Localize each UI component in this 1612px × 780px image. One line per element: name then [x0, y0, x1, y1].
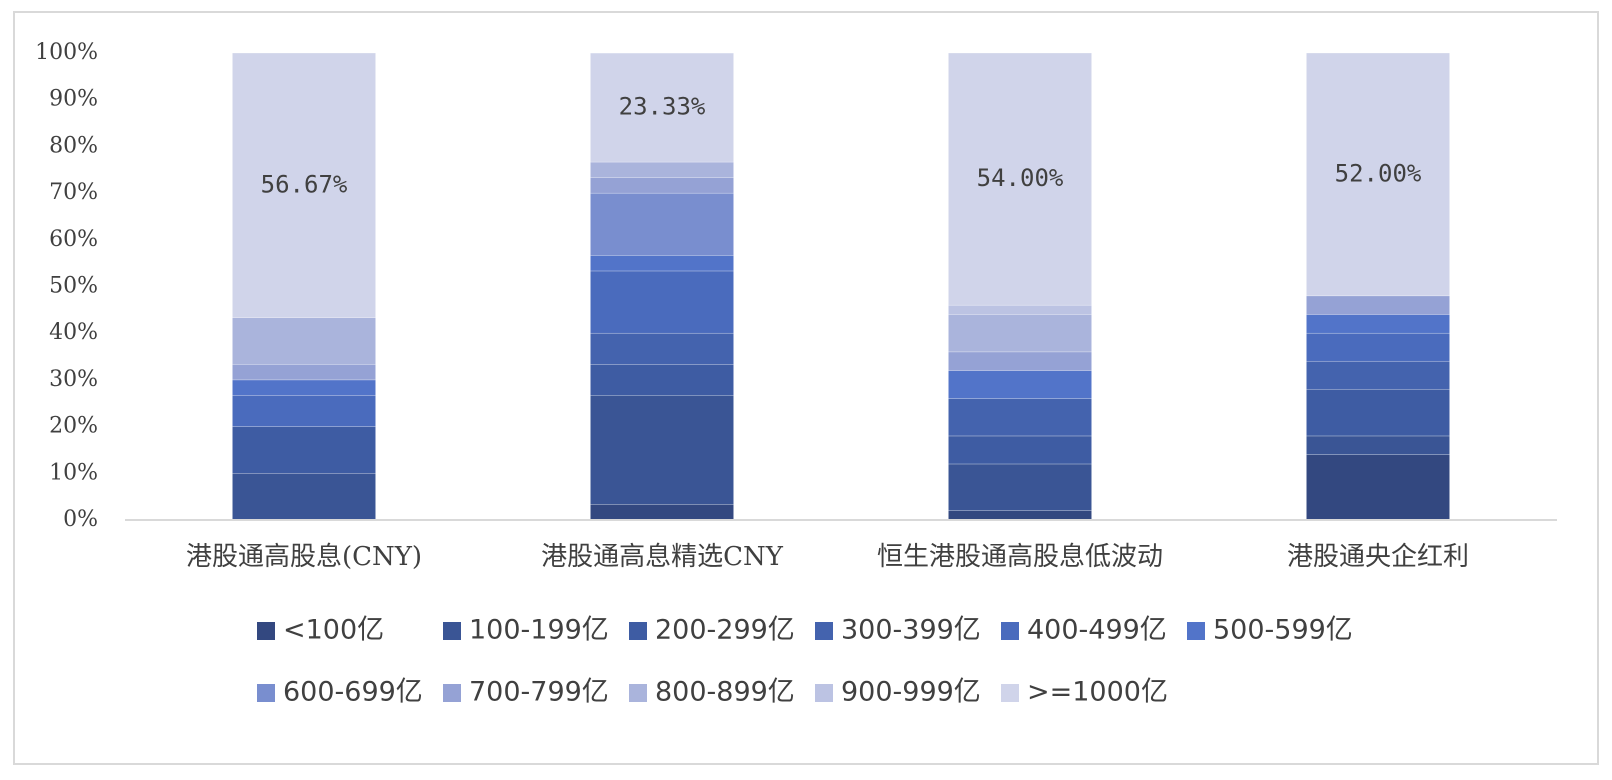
y-tick-label: 70%	[49, 180, 98, 205]
bar-segment	[948, 463, 1092, 511]
bar-segment	[1306, 332, 1450, 362]
y-tick-label: 0%	[63, 507, 98, 532]
y-tick-label: 50%	[49, 274, 98, 299]
bar-segment	[590, 395, 734, 505]
legend-swatch	[629, 622, 647, 640]
bar-segment	[232, 317, 376, 365]
legend-label: 300-399亿	[841, 615, 981, 646]
bar-segment	[590, 161, 734, 178]
legend-swatch	[629, 684, 647, 702]
bar-segment	[1306, 435, 1450, 455]
bar-segment	[1306, 314, 1450, 334]
bar-segment	[590, 504, 734, 521]
bar-segment	[590, 255, 734, 272]
legend-label: 200-299亿	[655, 615, 795, 646]
legend-label: 400-499亿	[1027, 615, 1167, 646]
x-tick-label: 恒生港股通高股息低波动	[877, 542, 1163, 572]
bar-segment	[590, 192, 734, 256]
bar-segment	[948, 314, 1092, 353]
legend-swatch	[1001, 622, 1019, 640]
x-tick-label: 港股通高股息(CNY)	[186, 542, 422, 572]
y-tick-label: 30%	[49, 367, 98, 392]
legend-swatch	[443, 622, 461, 640]
bar-segment	[948, 351, 1092, 371]
legend-label: 500-599亿	[1213, 615, 1353, 646]
bar-segment	[948, 435, 1092, 465]
data-label: 23.33%	[619, 93, 706, 121]
bar-segment	[948, 398, 1092, 437]
bar-segment	[590, 270, 734, 334]
bar-segment	[590, 52, 734, 163]
bar-segment	[590, 332, 734, 365]
x-tick-label: 港股通高息精选CNY	[541, 542, 784, 572]
bar-segment	[1306, 454, 1450, 521]
bar-segment	[232, 52, 376, 318]
y-tick-label: 100%	[35, 40, 98, 65]
legend-label: <100亿	[283, 615, 384, 646]
bar-segment	[948, 52, 1092, 306]
legend-label: >=1000亿	[1027, 677, 1168, 708]
y-tick-label: 90%	[49, 87, 98, 112]
legend-swatch	[815, 622, 833, 640]
data-label: 56.67%	[261, 170, 348, 198]
legend-label: 900-999亿	[841, 677, 981, 708]
x-tick-label: 港股通央企红利	[1287, 542, 1469, 572]
y-tick-label: 10%	[49, 460, 98, 485]
bar-segment	[948, 370, 1092, 399]
legend-label: 800-899亿	[655, 677, 795, 708]
y-tick-label: 40%	[49, 320, 98, 345]
bar-segment	[1306, 52, 1450, 297]
bar-segment	[590, 177, 734, 194]
bar-segment	[232, 395, 376, 427]
y-tick-label: 60%	[49, 227, 98, 252]
bar-segment	[1306, 388, 1450, 437]
bar-segment	[232, 364, 376, 381]
bar-segment	[1306, 295, 1450, 315]
bar-segment	[948, 304, 1092, 315]
legend-swatch	[815, 684, 833, 702]
bar-segment	[1306, 360, 1450, 390]
legend-label: 700-799亿	[469, 677, 609, 708]
legend-label: 600-699亿	[283, 677, 423, 708]
y-tick-label: 20%	[49, 414, 98, 439]
bar-segment	[232, 426, 376, 474]
bar-segment	[948, 510, 1092, 521]
legend-swatch	[257, 684, 275, 702]
data-label: 54.00%	[977, 164, 1064, 192]
legend-swatch	[257, 622, 275, 640]
bar-segment	[232, 473, 376, 521]
y-tick-label: 80%	[49, 133, 98, 158]
bar-segment	[232, 379, 376, 396]
legend-label: 100-199亿	[469, 615, 609, 646]
data-label: 52.00%	[1335, 159, 1422, 187]
legend-swatch	[1001, 684, 1019, 702]
bar-segment	[590, 364, 734, 396]
legend-swatch	[1187, 622, 1205, 640]
legend-swatch	[443, 684, 461, 702]
